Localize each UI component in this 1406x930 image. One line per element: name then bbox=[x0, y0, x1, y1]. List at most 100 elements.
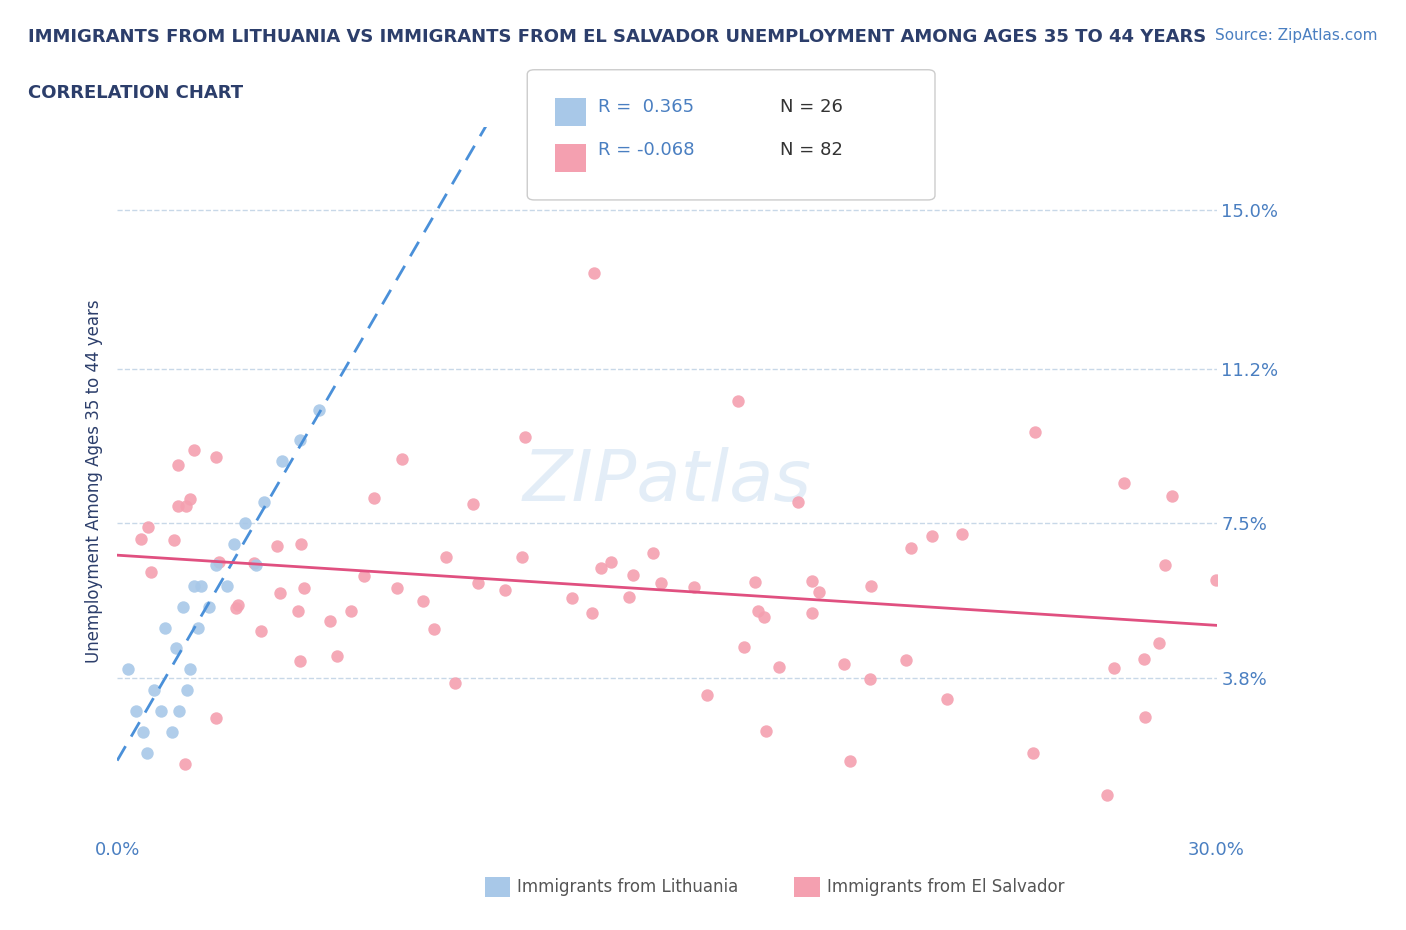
Point bbox=[253, 495, 276, 510]
Point bbox=[494, 583, 516, 598]
Point bbox=[129, 531, 152, 546]
Point bbox=[807, 584, 830, 599]
Point bbox=[271, 453, 294, 468]
Point bbox=[1095, 787, 1118, 802]
Point bbox=[160, 724, 183, 739]
Point bbox=[733, 639, 755, 654]
Point bbox=[269, 586, 291, 601]
Point bbox=[1112, 475, 1135, 490]
Point bbox=[165, 641, 187, 656]
Point bbox=[228, 598, 250, 613]
Text: Immigrants from El Salvador: Immigrants from El Salvador bbox=[827, 878, 1064, 897]
Point bbox=[561, 591, 583, 605]
Point bbox=[176, 683, 198, 698]
Point bbox=[744, 575, 766, 590]
Point bbox=[582, 265, 605, 280]
Point bbox=[190, 578, 212, 593]
Point bbox=[768, 660, 790, 675]
Point bbox=[921, 529, 943, 544]
Text: R =  0.365: R = 0.365 bbox=[598, 98, 693, 115]
Point bbox=[250, 623, 273, 638]
Point bbox=[581, 605, 603, 620]
Point bbox=[1133, 710, 1156, 724]
Point bbox=[900, 540, 922, 555]
Point bbox=[363, 491, 385, 506]
Point bbox=[174, 498, 197, 513]
Point bbox=[153, 620, 176, 635]
Point bbox=[183, 578, 205, 593]
Point bbox=[198, 599, 221, 614]
Point bbox=[204, 711, 226, 725]
Point bbox=[142, 683, 165, 698]
Point bbox=[747, 604, 769, 619]
Y-axis label: Unemployment Among Ages 35 to 44 years: Unemployment Among Ages 35 to 44 years bbox=[86, 299, 103, 663]
Point bbox=[787, 495, 810, 510]
Point bbox=[643, 546, 665, 561]
Point bbox=[117, 662, 139, 677]
Point bbox=[801, 574, 824, 589]
Point bbox=[513, 430, 536, 445]
Point bbox=[172, 599, 194, 614]
Point bbox=[1160, 488, 1182, 503]
Point bbox=[169, 704, 191, 719]
Point bbox=[1147, 636, 1170, 651]
Point bbox=[683, 579, 706, 594]
Point bbox=[136, 520, 159, 535]
Point bbox=[266, 538, 288, 553]
Point bbox=[650, 576, 672, 591]
Text: R = -0.068: R = -0.068 bbox=[598, 141, 695, 159]
Point bbox=[894, 653, 917, 668]
Point bbox=[1154, 558, 1177, 573]
Point bbox=[385, 581, 408, 596]
Point bbox=[290, 537, 312, 551]
Point bbox=[434, 549, 457, 564]
Point bbox=[1022, 746, 1045, 761]
Point bbox=[1205, 573, 1227, 588]
Point bbox=[167, 458, 190, 472]
Point bbox=[208, 554, 231, 569]
Point bbox=[412, 593, 434, 608]
Point bbox=[353, 568, 375, 583]
Point bbox=[187, 620, 209, 635]
Point bbox=[124, 704, 146, 719]
Point bbox=[599, 555, 621, 570]
Point bbox=[224, 537, 246, 551]
Point bbox=[340, 604, 363, 618]
Point bbox=[621, 568, 644, 583]
Text: N = 26: N = 26 bbox=[780, 98, 844, 115]
Point bbox=[696, 687, 718, 702]
Point bbox=[1133, 652, 1156, 667]
Point bbox=[235, 516, 257, 531]
Point bbox=[423, 621, 446, 636]
Point bbox=[292, 580, 315, 595]
Point bbox=[204, 450, 226, 465]
Point bbox=[860, 578, 883, 593]
Point bbox=[132, 724, 155, 739]
Point bbox=[167, 498, 190, 513]
Point bbox=[467, 576, 489, 591]
Text: Immigrants from Lithuania: Immigrants from Lithuania bbox=[517, 878, 738, 897]
Point bbox=[935, 691, 957, 706]
Point bbox=[205, 557, 228, 572]
Point bbox=[1102, 660, 1125, 675]
Point bbox=[288, 654, 311, 669]
Point bbox=[950, 527, 973, 542]
Text: Source: ZipAtlas.com: Source: ZipAtlas.com bbox=[1215, 28, 1378, 43]
Text: CORRELATION CHART: CORRELATION CHART bbox=[28, 84, 243, 101]
Point bbox=[243, 555, 266, 570]
Point bbox=[245, 557, 267, 572]
Point bbox=[832, 657, 855, 671]
Point bbox=[217, 578, 239, 593]
Text: ZIPatlas: ZIPatlas bbox=[523, 447, 811, 516]
Point bbox=[174, 757, 197, 772]
Point bbox=[589, 561, 612, 576]
Point bbox=[141, 565, 163, 579]
Point bbox=[461, 497, 484, 512]
Point bbox=[135, 746, 157, 761]
Point bbox=[179, 491, 201, 506]
Point bbox=[183, 443, 205, 458]
Point bbox=[391, 452, 413, 467]
Point bbox=[859, 671, 882, 686]
Point bbox=[1236, 634, 1258, 649]
Point bbox=[510, 549, 533, 564]
